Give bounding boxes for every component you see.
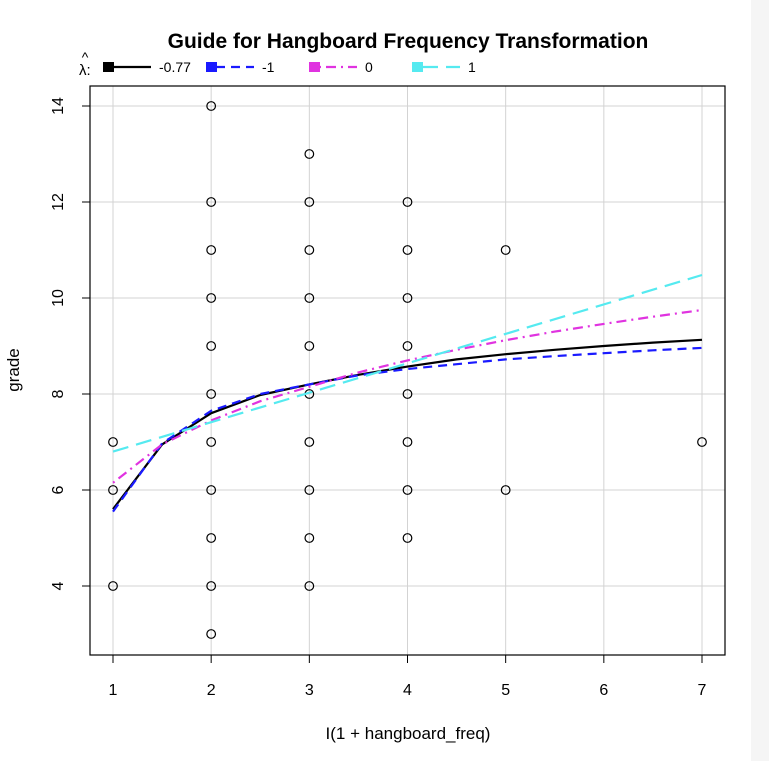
legend-swatch (206, 62, 217, 72)
data-point (206, 197, 217, 207)
x-tick-label: 5 (501, 682, 510, 699)
data-point (402, 245, 413, 255)
x-tick-label: 7 (698, 682, 707, 699)
x-axis-label: I(1 + hangboard_freq) (326, 724, 491, 743)
grid (90, 86, 725, 655)
y-tick-label: 4 (50, 581, 67, 590)
data-point (304, 437, 315, 447)
legend-label: -0.77 (159, 59, 191, 75)
x-tick-label: 4 (403, 682, 412, 699)
x-axis: 1 2 3 4 5 6 7 (109, 655, 707, 699)
legend: ^ λ: -0.77 -1 0 1 (79, 49, 476, 79)
data-point (304, 149, 315, 159)
legend-title: λ: (79, 62, 91, 79)
y-axis: 4 6 8 10 12 14 (50, 97, 90, 590)
data-point (206, 581, 217, 591)
data-points (108, 101, 707, 639)
data-point (206, 533, 217, 543)
fit-curve-line (112, 338, 703, 510)
legend-label: -1 (262, 59, 275, 75)
data-point (206, 629, 217, 639)
y-tick-label: 6 (50, 485, 67, 494)
data-point (402, 293, 413, 303)
data-point (304, 581, 315, 591)
data-point (402, 341, 413, 351)
data-point (304, 533, 315, 543)
data-point (206, 293, 217, 303)
data-point (206, 437, 217, 447)
y-axis-label: grade (4, 348, 23, 391)
legend-label: 0 (365, 59, 373, 75)
fit-curve-line (112, 346, 703, 513)
legend-swatch (412, 62, 423, 72)
data-point (402, 197, 413, 207)
data-point (402, 437, 413, 447)
data-point (500, 245, 511, 255)
data-point (206, 101, 217, 111)
data-point (304, 245, 315, 255)
x-tick-label: 6 (599, 682, 608, 699)
data-point (304, 341, 315, 351)
legend-label: 1 (468, 59, 476, 75)
x-tick-label: 2 (207, 682, 216, 699)
data-point (402, 533, 413, 543)
chart: Guide for Hangboard Frequency Transforma… (4, 30, 726, 743)
data-point (697, 437, 707, 447)
data-point (206, 389, 217, 399)
data-point (402, 389, 413, 399)
legend-hat: ^ (82, 49, 89, 65)
data-point (206, 245, 217, 255)
scrollbar[interactable] (751, 0, 769, 761)
data-point (108, 485, 118, 495)
chart-stage: Guide for Hangboard Frequency Transforma… (4, 30, 726, 743)
legend-swatch (309, 62, 320, 72)
chart-title: Guide for Hangboard Frequency Transforma… (168, 30, 649, 53)
legend-swatch (103, 62, 114, 72)
fit-curve-line (112, 308, 703, 484)
y-tick-label: 10 (50, 289, 67, 307)
data-point (108, 581, 118, 591)
data-point (304, 485, 315, 495)
data-point (206, 485, 217, 495)
x-tick-label: 1 (109, 682, 118, 699)
data-point (402, 485, 413, 495)
y-tick-label: 8 (50, 389, 67, 398)
fit-curve-line (112, 273, 703, 453)
y-tick-label: 12 (50, 193, 67, 211)
fit-curves (112, 273, 703, 513)
x-tick-label: 3 (305, 682, 314, 699)
data-point (108, 437, 118, 447)
y-tick-label: 14 (50, 97, 67, 115)
data-point (206, 341, 217, 351)
data-point (304, 197, 315, 207)
data-point (304, 293, 315, 303)
data-point (500, 485, 511, 495)
